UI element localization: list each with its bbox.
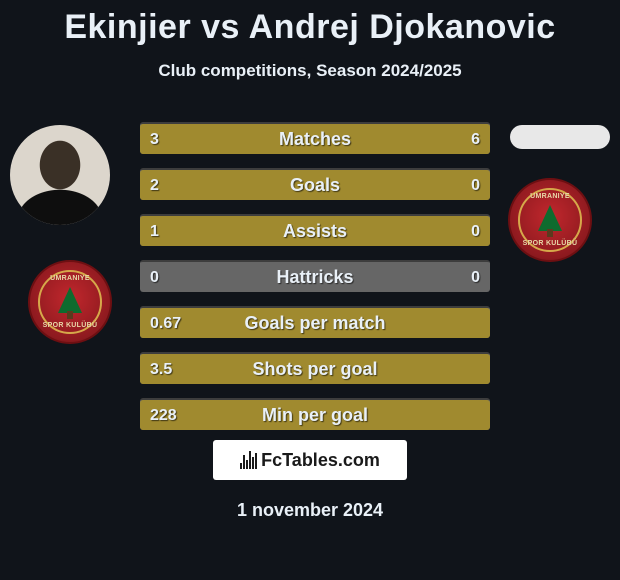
stat-row: 0.67 Goals per match (140, 306, 490, 338)
branding-text: FcTables.com (261, 450, 380, 471)
crest-inner: UMRANIYE SPOR KULÜBÜ (518, 188, 582, 252)
comparison-chart: 3 6 Matches 2 0 Goals 1 0 Assists 0 0 Hattricks 0.67… (140, 122, 490, 444)
stat-row: 0 0 Hattricks (140, 260, 490, 292)
stat-value-right: 0 (461, 170, 490, 202)
stat-label: Min per goal (262, 405, 368, 426)
club-crest-left: UMRANIYE SPOR KULÜBÜ (28, 260, 112, 344)
player-right-avatar (510, 125, 610, 149)
stat-label: Goals per match (244, 313, 385, 334)
branding-box: FcTables.com (213, 440, 407, 480)
stat-label: Assists (283, 221, 347, 242)
stat-label: Goals (290, 175, 340, 196)
player-left-avatar (10, 125, 110, 225)
stat-value-left: 0 (140, 262, 169, 294)
stat-label: Hattricks (276, 267, 353, 288)
chart-icon (240, 451, 257, 469)
stat-value-left: 2 (140, 170, 169, 202)
page-subtitle: Club competitions, Season 2024/2025 (0, 61, 620, 81)
stat-value-right: 0 (461, 216, 490, 248)
stat-row: 3 6 Matches (140, 122, 490, 154)
tree-icon (58, 287, 82, 313)
crest-text-bottom: SPOR KULÜBÜ (43, 322, 98, 329)
avatar-silhouette (10, 125, 110, 225)
stat-value-left: 3 (140, 124, 169, 156)
stat-row: 1 0 Assists (140, 214, 490, 246)
tree-icon (538, 205, 562, 231)
date-text: 1 november 2024 (0, 500, 620, 521)
stat-value-left: 3.5 (140, 354, 182, 386)
club-crest-right: UMRANIYE SPOR KULÜBÜ (508, 178, 592, 262)
stat-label: Matches (279, 129, 351, 150)
crest-text-top: UMRANIYE (50, 275, 90, 282)
crest-text-top: UMRANIYE (530, 193, 570, 200)
crest-text-bottom: SPOR KULÜBÜ (523, 240, 578, 247)
stat-row: 2 0 Goals (140, 168, 490, 200)
stat-value-right: 0 (461, 262, 490, 294)
stat-value-left: 0.67 (140, 308, 191, 340)
crest-inner: UMRANIYE SPOR KULÜBÜ (38, 270, 102, 334)
stat-value-left: 228 (140, 400, 187, 432)
stat-row: 228 Min per goal (140, 398, 490, 430)
stat-value-right: 6 (461, 124, 490, 156)
stat-row: 3.5 Shots per goal (140, 352, 490, 384)
stat-label: Shots per goal (252, 359, 377, 380)
stat-value-left: 1 (140, 216, 169, 248)
page-title: Ekinjier vs Andrej Djokanovic (0, 0, 620, 47)
